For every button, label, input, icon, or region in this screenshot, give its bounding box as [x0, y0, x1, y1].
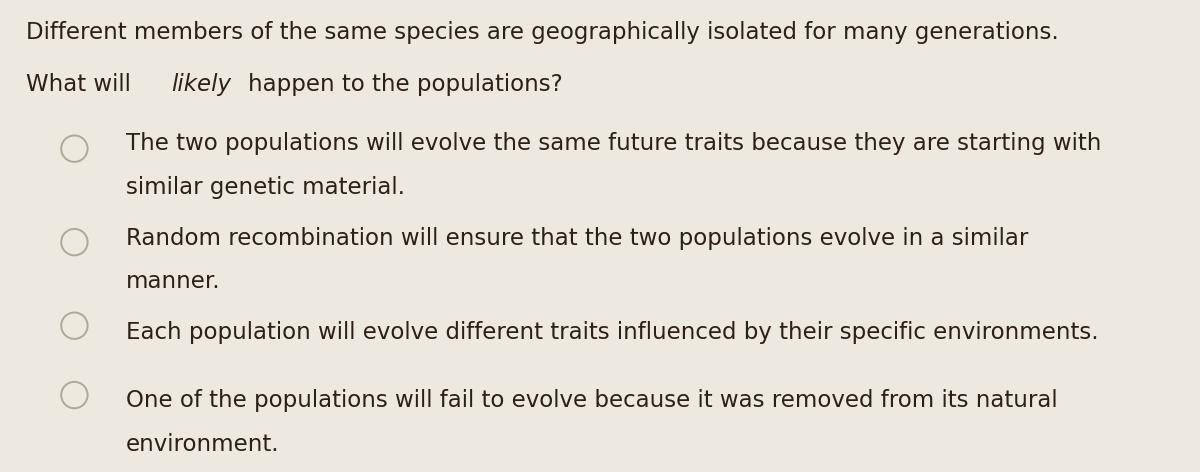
- Text: similar genetic material.: similar genetic material.: [126, 176, 406, 199]
- Text: manner.: manner.: [126, 270, 221, 293]
- Text: happen to the populations?: happen to the populations?: [248, 73, 563, 96]
- Text: What will: What will: [26, 73, 138, 96]
- Text: The two populations will evolve the same future traits because they are starting: The two populations will evolve the same…: [126, 132, 1102, 155]
- Text: environment.: environment.: [126, 433, 280, 456]
- Text: Different members of the same species are geographically isolated for many gener: Different members of the same species ar…: [26, 21, 1060, 44]
- Text: One of the populations will fail to evolve because it was removed from its natur: One of the populations will fail to evol…: [126, 389, 1057, 413]
- Text: Each population will evolve different traits influenced by their specific enviro: Each population will evolve different tr…: [126, 321, 1099, 344]
- Text: likely: likely: [172, 73, 232, 96]
- Text: Random recombination will ensure that the two populations evolve in a similar: Random recombination will ensure that th…: [126, 227, 1028, 250]
